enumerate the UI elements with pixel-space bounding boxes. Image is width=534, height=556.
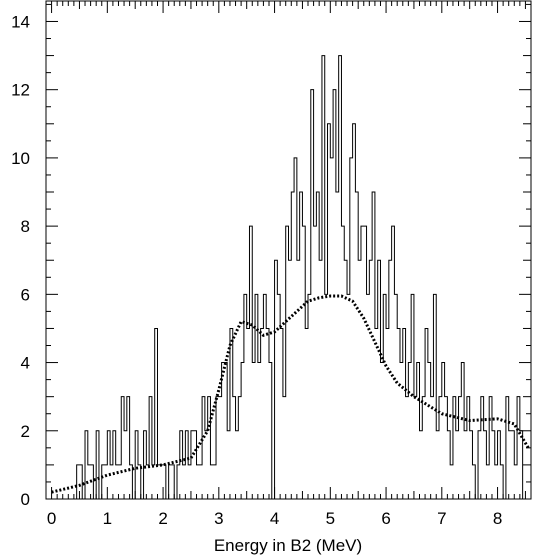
fit-curve — [51, 294, 530, 494]
y-tick-label: 6 — [21, 285, 30, 304]
x-tick-label: 5 — [326, 509, 335, 528]
x-tick-label: 0 — [47, 509, 56, 528]
y-tick-label: 2 — [21, 422, 30, 441]
x-tick-label: 7 — [437, 509, 446, 528]
y-tick-label: 10 — [11, 149, 30, 168]
x-tick-label: 4 — [270, 509, 279, 528]
x-tick-label: 2 — [158, 509, 167, 528]
axis-ticks — [46, 1, 532, 500]
histogram-series — [51, 55, 524, 500]
y-tick-labels: 0 2 4 6 8 10 12 14 — [11, 12, 30, 509]
y-tick-label: 4 — [21, 354, 30, 373]
y-tick-label: 8 — [21, 217, 30, 236]
x-axis-label: Energy in B2 (MeV) — [214, 536, 362, 555]
y-tick-label: 0 — [21, 490, 30, 509]
x-tick-label: 6 — [381, 509, 390, 528]
x-tick-label: 1 — [103, 509, 112, 528]
x-tick-label: 3 — [214, 509, 223, 528]
x-tick-label: 8 — [493, 509, 502, 528]
y-tick-label: 12 — [11, 81, 30, 100]
y-tick-label: 14 — [11, 12, 30, 31]
plot-frame — [45, 0, 532, 500]
x-tick-labels: 0 1 2 3 4 5 6 7 8 — [47, 509, 502, 528]
